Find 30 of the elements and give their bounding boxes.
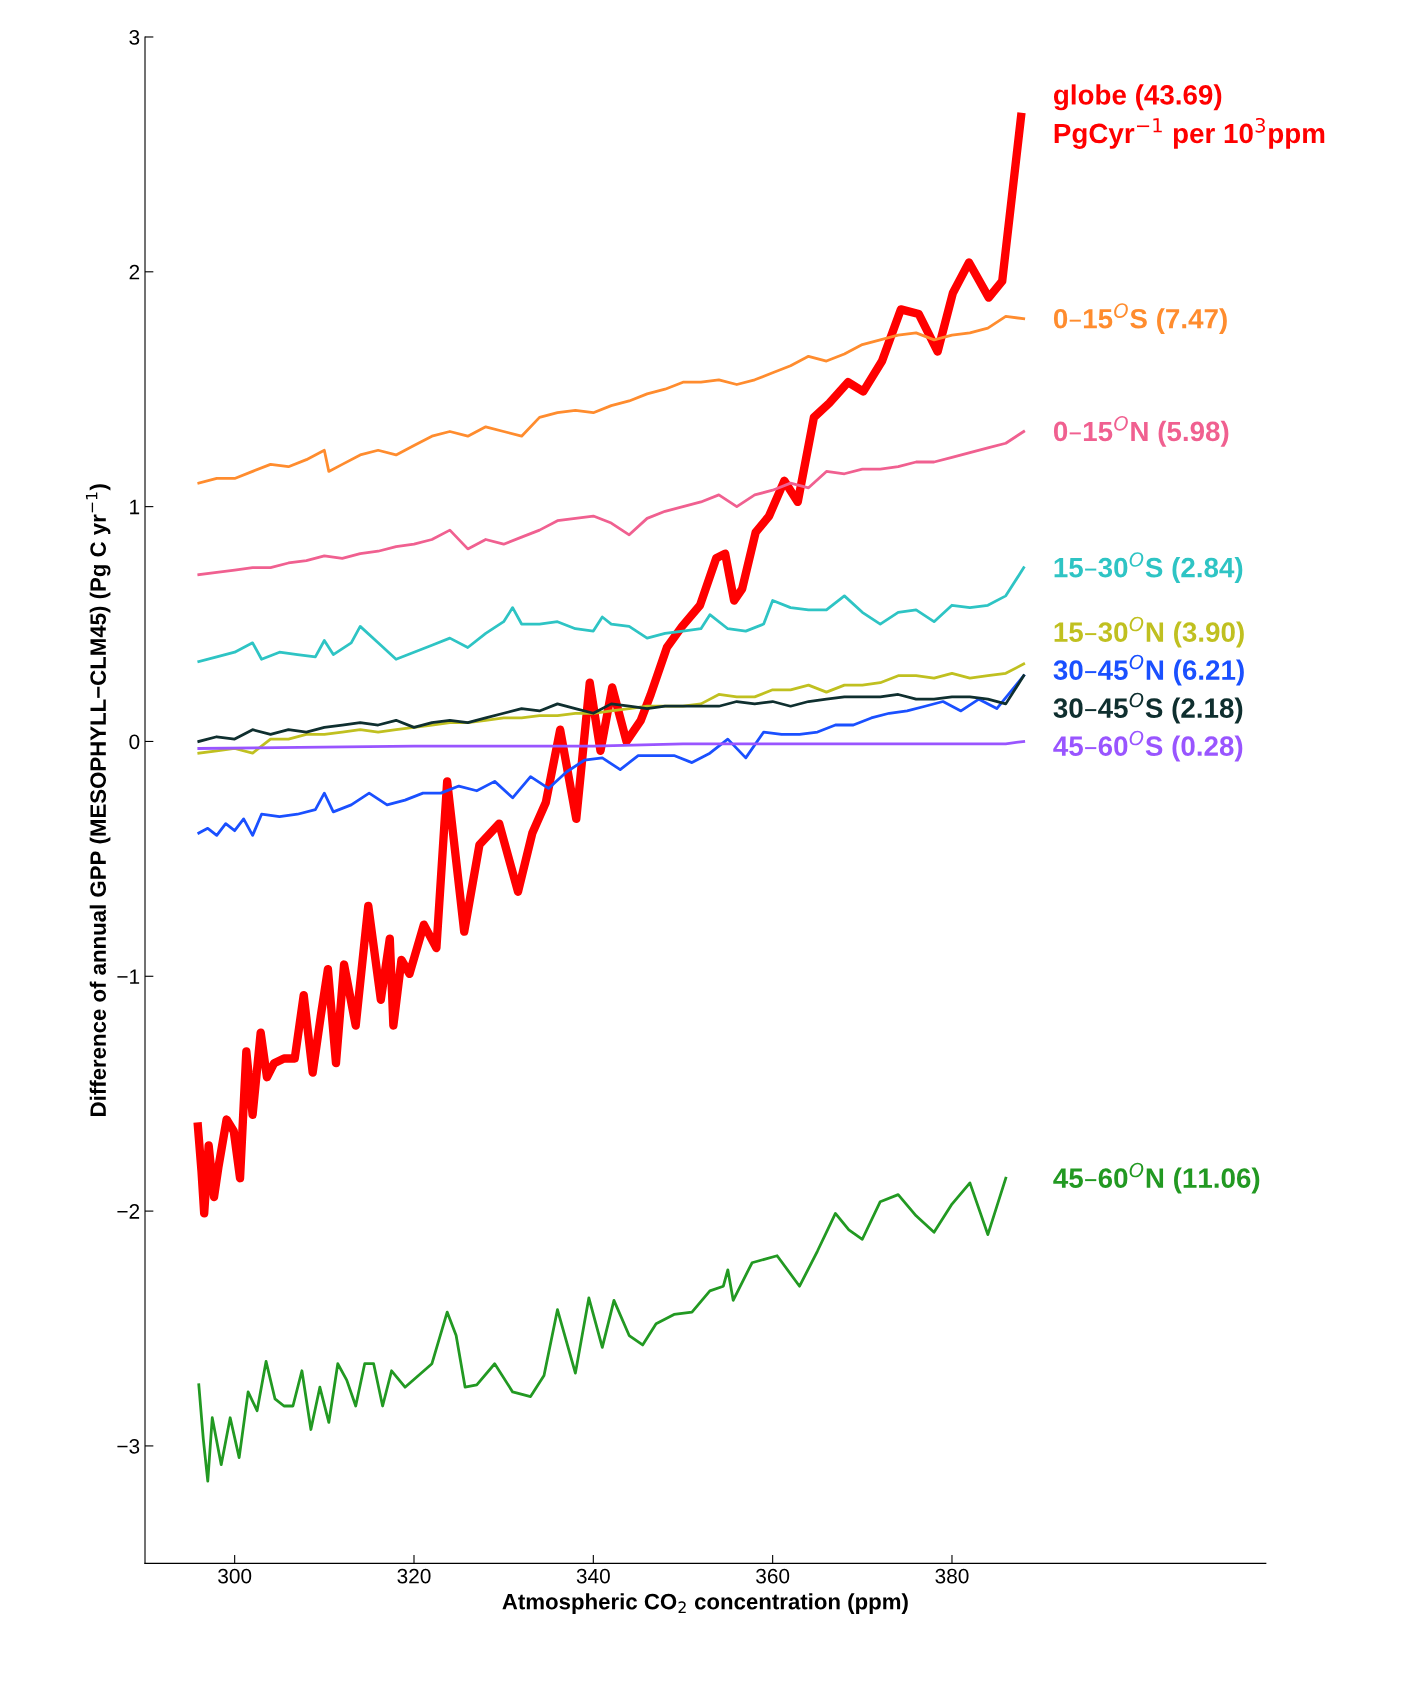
- y-tick-label: −3: [117, 1438, 140, 1454]
- line-series: [197, 430, 1026, 577]
- series-label: 30–45$^{O}$N (6.21): [1053, 654, 1244, 686]
- x-tick-label: 300: [218, 1568, 252, 1584]
- y-tick-label: 1: [130, 499, 140, 515]
- line-series: [197, 740, 1026, 750]
- line-series: [197, 315, 1026, 485]
- series-label: 15–30$^{O}$S (2.84): [1054, 552, 1243, 583]
- line-series: [197, 674, 1026, 837]
- y-axis-title: Difference of annual GPP (MESOPHYLL−CLM45) (Pg C yr$^{−1}$): [85, 484, 111, 1116]
- x-tick-label: 340: [576, 1568, 610, 1584]
- y-tick-label: −2: [117, 1204, 140, 1219]
- x-tick-label: 380: [935, 1568, 969, 1584]
- series-label: 45–60$^{O}$S (0.28): [1053, 730, 1243, 762]
- x-axis-title: Atmospheric CO$_{2}$ concentration (ppm): [502, 1593, 908, 1614]
- y-tick-label: 2: [129, 264, 140, 280]
- x-tick-label: 320: [397, 1568, 431, 1584]
- y-tick-label: 0: [129, 734, 140, 750]
- line-series: [197, 566, 1026, 663]
- series-label: 30–45$^{O}$S (2.18): [1053, 692, 1243, 724]
- y-tick-label: −1: [117, 969, 140, 984]
- series-label: 0–15$^{O}$N (5.98): [1053, 415, 1229, 447]
- series-label: 15–30$^{O}$N (3.90): [1054, 616, 1244, 648]
- series-label: 45–60$^{O}$N (11.06): [1053, 1162, 1260, 1194]
- series-label: globe (43.69) PgCyr$^{−1}$ per 10$^{3}$ppm: [1053, 84, 1325, 149]
- series-label: 0–15$^{O}$S (7.47): [1053, 303, 1227, 335]
- y-tick-label: 3: [129, 29, 140, 45]
- x-tick-label: 360: [756, 1568, 790, 1584]
- line-series: [197, 1176, 1008, 1483]
- line-series: [197, 674, 1026, 743]
